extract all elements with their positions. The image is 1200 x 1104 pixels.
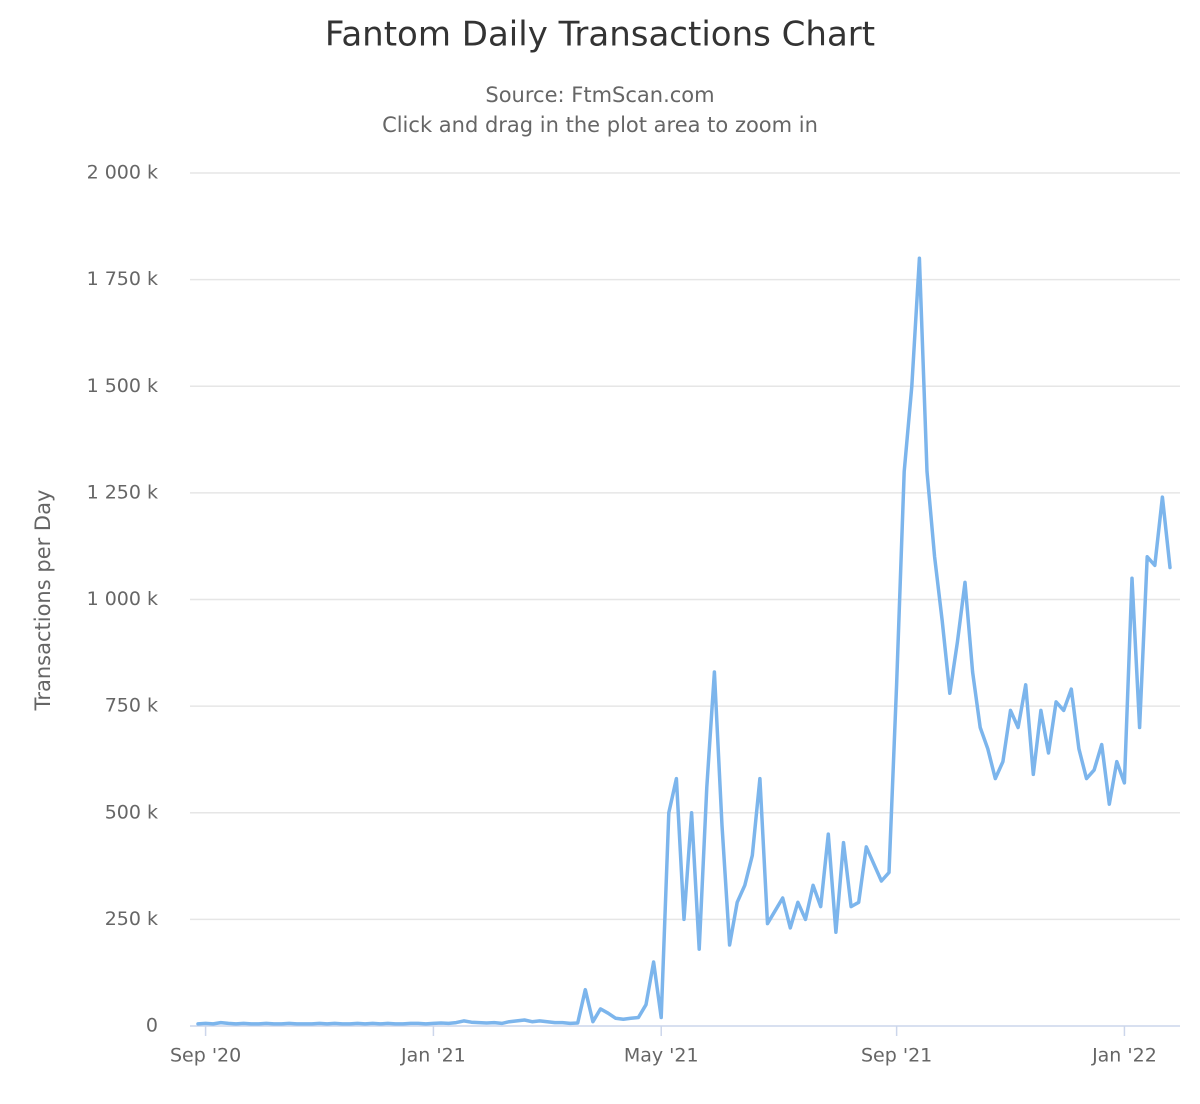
- chart-subtitle: Click and drag in the plot area to zoom …: [382, 113, 818, 137]
- y-tick-label: 1 000 k: [87, 588, 158, 610]
- x-tick-label: Sep '20: [170, 1045, 241, 1067]
- y-tick-label: 250 k: [105, 908, 158, 930]
- x-tick-label: Sep '21: [861, 1045, 932, 1067]
- y-tick-label: 2 000 k: [87, 162, 158, 184]
- y-tick-label: 500 k: [105, 801, 158, 823]
- y-tick-label: 0: [146, 1015, 158, 1037]
- y-axis-title: Transactions per Day: [31, 490, 55, 712]
- x-tick-label: Jan '22: [1091, 1045, 1157, 1067]
- y-tick-label: 750 k: [105, 695, 158, 717]
- chart-title: Fantom Daily Transactions Chart: [325, 15, 875, 55]
- x-tick-label: Jan '21: [400, 1045, 466, 1067]
- y-tick-label: 1 250 k: [87, 481, 158, 503]
- chart-subtitle: Source: FtmScan.com: [485, 83, 714, 107]
- y-tick-label: 1 750 k: [87, 268, 158, 290]
- y-tick-label: 1 500 k: [87, 375, 158, 397]
- series-line: [196, 256, 1172, 1026]
- x-tick-label: May '21: [624, 1045, 699, 1067]
